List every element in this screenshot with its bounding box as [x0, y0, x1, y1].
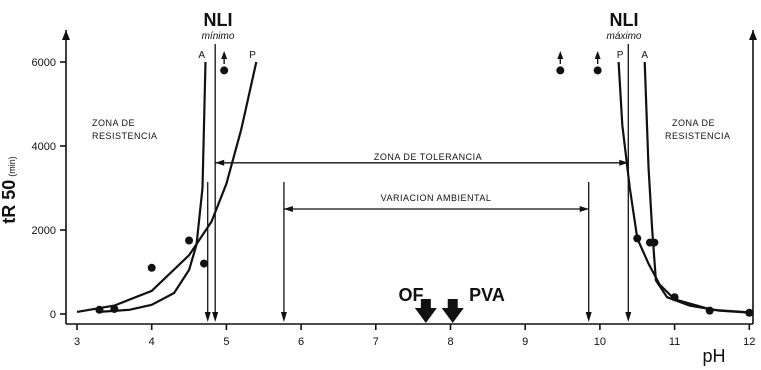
curve-label: A	[641, 50, 648, 61]
y-tick-label: 0	[50, 309, 56, 321]
curve-a-3	[643, 61, 750, 314]
data-point	[110, 304, 119, 313]
data-point	[185, 236, 194, 245]
variacion-ambiental-arrow-left-icon	[283, 206, 293, 212]
curve-p-1	[76, 61, 258, 313]
x-tick-label: 11	[669, 336, 680, 348]
zona-resistencia-left-line2: RESISTENCIA	[92, 131, 158, 141]
curve-a-0	[99, 61, 207, 313]
x-tick-label: 4	[149, 336, 155, 348]
data-point	[220, 66, 229, 75]
marker-arrow-icon	[441, 299, 464, 323]
y-axis-arrow-icon	[62, 30, 70, 40]
y-tick-label: 6000	[32, 57, 56, 69]
x-axis-label: pH	[702, 346, 725, 366]
data-point	[670, 293, 679, 302]
x-tick-label: 7	[373, 336, 379, 348]
data-point	[95, 305, 104, 314]
zona-tolerancia-arrow-right-icon	[619, 159, 629, 166]
x-tick-label: 8	[447, 336, 453, 348]
x-tick-label: 9	[522, 336, 528, 348]
x-tick-label: 3	[74, 336, 80, 348]
down-arrow-icon	[212, 312, 219, 322]
curve-label: P	[617, 50, 624, 61]
data-point	[745, 308, 754, 317]
data-point	[199, 259, 208, 268]
curve-p-2	[617, 61, 750, 314]
nli-min-subtitle: mínimo	[202, 31, 235, 42]
x-tick-label: 5	[223, 336, 229, 348]
data-point	[705, 306, 714, 315]
zona-resistencia-right-line1: ZONA DE	[672, 118, 715, 128]
data-point	[633, 234, 642, 243]
up-arrow-icon	[594, 51, 601, 59]
down-arrow-icon	[204, 312, 211, 322]
zona-resistencia-right-line2: RESISTENCIA	[665, 131, 731, 141]
marker-label-pva: PVA	[469, 285, 505, 305]
up-arrow-icon	[221, 51, 228, 59]
up-arrow-icon	[557, 51, 564, 59]
y-tick-label: 4000	[32, 141, 56, 153]
nli-max-title: NLI	[610, 10, 639, 30]
data-point	[556, 66, 565, 75]
down-arrow-icon	[625, 312, 632, 322]
down-arrow-icon	[280, 312, 287, 322]
variacion-ambiental-label: VARIACION AMBIENTAL	[381, 193, 492, 203]
down-arrow-icon	[585, 312, 592, 322]
zona-resistencia-left-line1: ZONA DE	[92, 118, 135, 128]
zona-tolerancia-label: ZONA DE TOLERANCIA	[374, 152, 482, 162]
x-tick-label: 12	[743, 336, 755, 348]
variacion-ambiental-arrow-right-icon	[579, 206, 589, 212]
x-tick-label: 6	[298, 336, 304, 348]
right-axis-arrow-icon	[749, 30, 757, 40]
y-axis-label: tR 50(min)	[0, 156, 19, 224]
x-ticks: 3 4 5 6 7 8 9 10 11 12	[74, 324, 755, 348]
y-tick-label: 2000	[32, 225, 56, 237]
data-point	[147, 263, 156, 272]
data-point	[650, 238, 659, 247]
nli-min-title: NLI	[204, 10, 233, 30]
marker-label-of: OF	[399, 285, 424, 305]
curve-label: A	[198, 50, 205, 61]
data-point	[593, 66, 602, 75]
x-tick-label: 10	[594, 336, 606, 348]
zona-tolerancia-arrow-left-icon	[215, 159, 225, 166]
marker-arrow-icon	[414, 299, 437, 323]
nli-max-subtitle: máximo	[606, 31, 641, 42]
curve-label: P	[249, 50, 256, 61]
y-ticks: 0 2000 4000 6000	[32, 57, 66, 321]
